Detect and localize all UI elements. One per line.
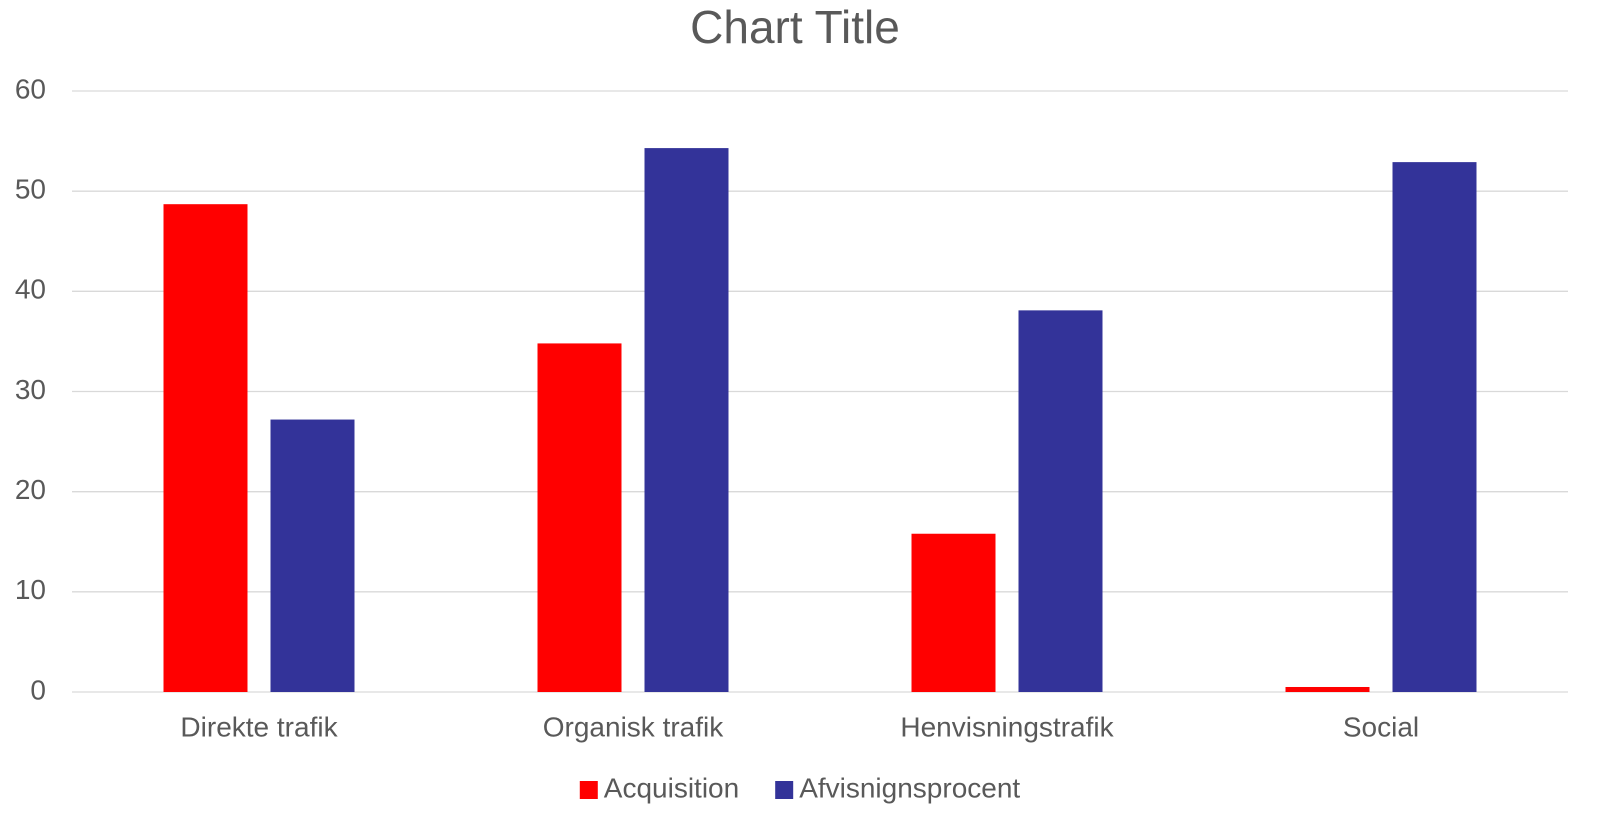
bar <box>163 204 248 692</box>
bar <box>911 533 996 692</box>
chart-title: Chart Title <box>690 1 900 53</box>
y-tick-label: 0 <box>30 674 46 705</box>
y-tick-label: 50 <box>15 174 46 205</box>
legend-swatch <box>775 781 794 799</box>
x-tick-label: Henvisningstrafik <box>900 711 1114 742</box>
legend-label: Afvisnignsprocent <box>799 772 1020 803</box>
bar <box>537 343 622 692</box>
bar <box>270 419 355 692</box>
y-tick-label: 40 <box>15 274 46 305</box>
x-tick-label: Organisk trafik <box>543 711 724 742</box>
y-tick-label: 30 <box>15 374 46 405</box>
bar <box>644 148 729 693</box>
y-tick-label: 60 <box>15 73 46 104</box>
y-tick-label: 10 <box>15 574 46 605</box>
y-tick-label: 20 <box>15 474 46 505</box>
legend-swatch <box>579 781 598 799</box>
bar <box>1285 686 1370 692</box>
legend-label: Acquisition <box>604 772 739 803</box>
x-tick-label: Direkte trafik <box>180 711 338 742</box>
bar <box>1018 310 1103 692</box>
bar <box>1392 162 1477 692</box>
x-tick-label: Social <box>1343 711 1419 742</box>
